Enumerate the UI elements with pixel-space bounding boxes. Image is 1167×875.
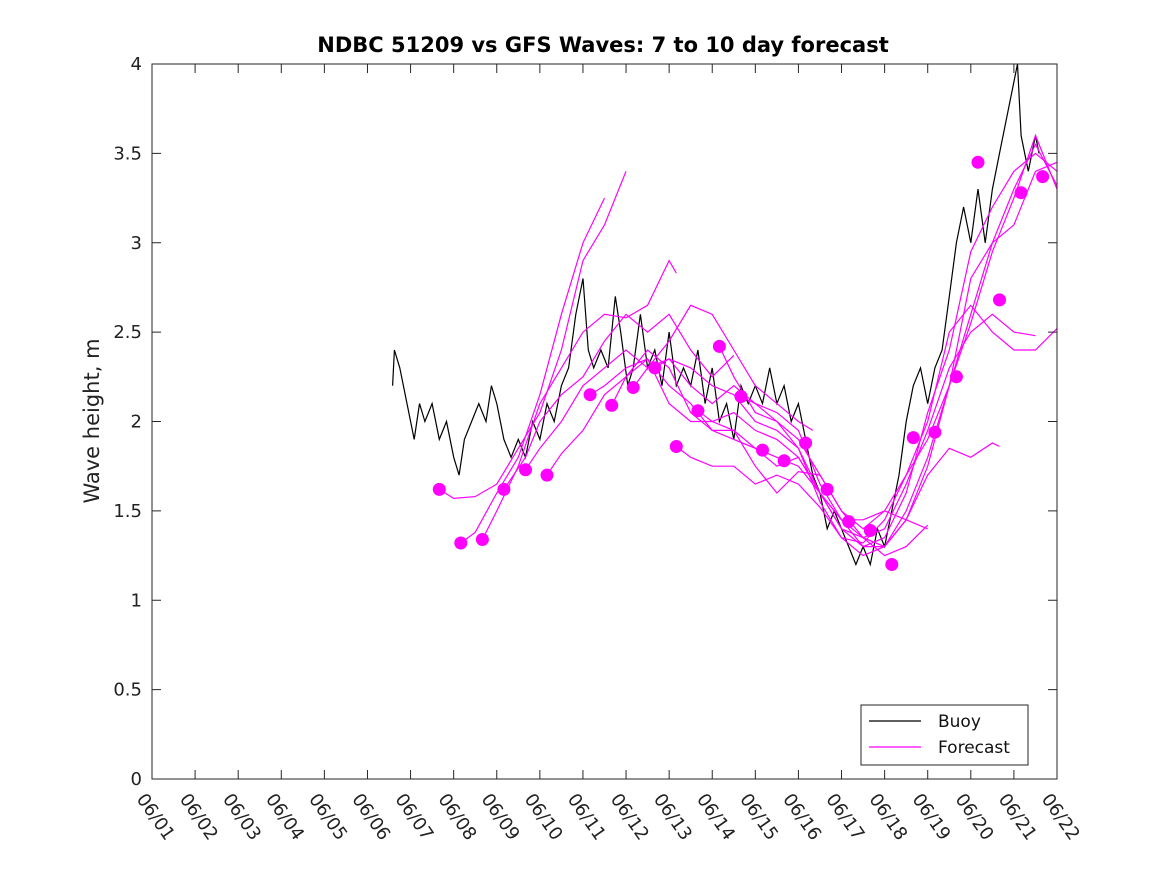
forecast-start-point: [885, 558, 899, 571]
x-tick-label: 06/15: [735, 790, 782, 845]
x-tick-label: 06/09: [477, 790, 524, 845]
plot-area: [152, 63, 1058, 779]
forecast-start-point: [842, 515, 856, 529]
forecast-start-point: [799, 436, 813, 450]
x-tick-label: 06/22: [1037, 790, 1084, 845]
x-tick-label: 06/07: [390, 790, 437, 845]
forecast-series-line: [460, 197, 606, 544]
x-tick-label: 06/03: [218, 790, 265, 845]
x-tick-label: 06/17: [821, 790, 868, 845]
legend: Buoy Forecast: [860, 704, 1029, 766]
forecast-start-point: [777, 454, 791, 468]
buoy-series-line: [392, 63, 1040, 567]
forecast-series-line: [654, 152, 1058, 548]
x-tick-label: 06/11: [563, 790, 610, 845]
forecast-start-point: [626, 381, 640, 394]
x-tick-label: 06/01: [132, 790, 179, 845]
forecast-start-point: [949, 370, 963, 384]
y-tick-label: 0.5: [113, 680, 142, 701]
y-axis-label: Wave height, m: [80, 338, 104, 503]
forecast-series-line: [546, 349, 928, 530]
legend-box: [860, 704, 1029, 766]
x-tick-label: 06/08: [434, 790, 481, 845]
x-tick-label: 06/04: [261, 790, 308, 845]
forecast-start-point: [691, 404, 705, 418]
x-tick-label: 06/05: [304, 790, 351, 845]
x-tick-label: 06/13: [649, 790, 696, 845]
x-tick-label: 06/10: [520, 790, 567, 845]
forecast-start-point: [712, 339, 726, 353]
forecast-start-point: [454, 536, 468, 550]
forecast-series-line: [675, 133, 1058, 557]
forecast-start-point: [820, 482, 834, 496]
y-tick-label: 2.5: [113, 322, 142, 343]
x-tick-label: 06/19: [908, 790, 955, 845]
y-tick-label: 3: [131, 233, 142, 254]
y-tick-label: 1: [131, 590, 142, 611]
forecast-start-point: [432, 482, 446, 496]
forecast-start-point: [648, 361, 662, 375]
forecast-series-line: [503, 313, 735, 490]
forecast-start-point: [605, 398, 619, 412]
chart-title: NDBC 51209 vs GFS Waves: 7 to 10 day for…: [317, 33, 888, 57]
x-tick-label: 06/16: [778, 790, 825, 845]
forecast-series-line: [525, 304, 814, 471]
forecast-start-point: [475, 533, 489, 546]
forecast-start-point: [519, 463, 532, 477]
y-tick-label: 3.5: [113, 143, 142, 164]
legend-label: Forecast: [938, 738, 1010, 758]
x-tick-label: 06/21: [994, 790, 1041, 845]
forecast-start-point: [540, 468, 554, 482]
forecast-start-point: [1014, 186, 1028, 200]
plot-background: [152, 64, 1057, 779]
y-tick-label: 2: [131, 412, 142, 433]
x-tick-label: 06/18: [865, 790, 912, 845]
forecast-start-point: [734, 390, 748, 403]
x-tick-label: 06/12: [606, 790, 653, 845]
x-tick-label: 06/20: [951, 790, 998, 845]
forecast-start-point: [971, 155, 985, 169]
forecast-start-point: [928, 425, 942, 439]
forecast-start-point: [906, 431, 920, 445]
forecast-series-line: [438, 171, 627, 500]
legend-label: Buoy: [938, 712, 981, 732]
x-tick-label: 06/02: [175, 790, 222, 845]
forecast-start-point: [756, 443, 769, 457]
y-tick-label: 4: [131, 54, 142, 75]
y-tick-label: 0: [131, 769, 142, 790]
y-tick-label: 1.5: [113, 501, 142, 522]
forecast-start-point: [993, 293, 1006, 307]
forecast-start-point: [583, 388, 597, 402]
x-tick-label: 06/06: [347, 790, 394, 845]
forecast-start-point: [863, 524, 877, 537]
forecast-series-line: [481, 259, 677, 540]
forecast-start-point: [497, 482, 511, 496]
forecast-start-point: [669, 440, 683, 453]
forecast-start-point: [1036, 170, 1050, 184]
x-tick-label: 06/14: [692, 790, 739, 845]
forecast-series-line: [740, 395, 929, 557]
